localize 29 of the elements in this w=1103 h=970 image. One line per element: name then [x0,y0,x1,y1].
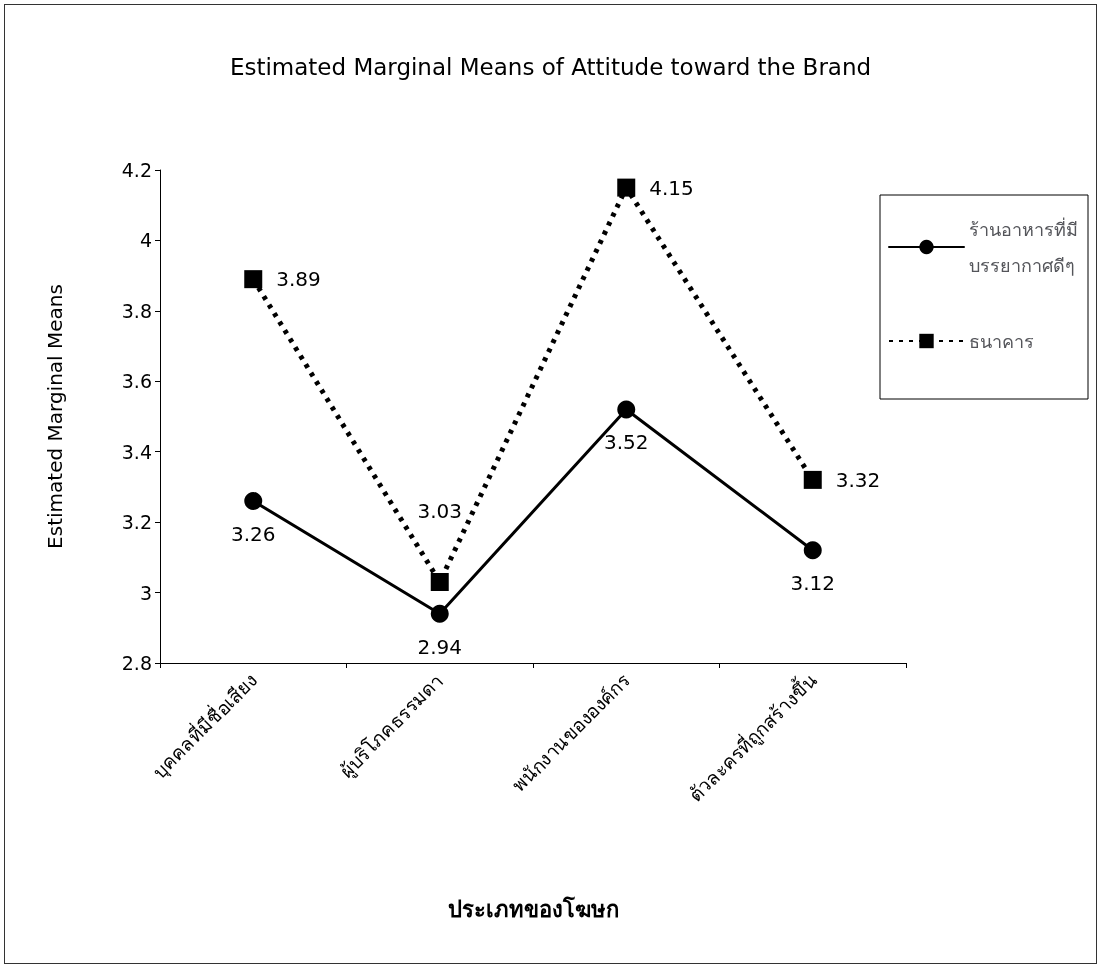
data-label: 2.94 [417,634,463,659]
data-label: 3.32 [835,467,881,492]
data-label: 3.89 [276,267,321,292]
y-tick-label: 3.6 [121,370,152,393]
point [430,573,449,592]
point [617,400,636,419]
point [617,178,636,197]
point [430,604,449,623]
point [244,492,263,511]
y-tick-label: 3 [139,581,152,604]
point [803,470,822,489]
y-tick-label: 3.4 [121,440,152,463]
chart-title: Estimated Marginal Means of Attitude toward the Brand [229,53,872,80]
y-tick-label: 4 [139,229,152,252]
y-tick-label: 4.2 [121,159,152,181]
y-tick-label: 2.8 [121,652,152,674]
legend-label: ธนาคาร [969,330,1034,352]
point [803,541,822,560]
point [244,270,263,289]
y-axis-title: Estimated Marginal Means [43,284,67,549]
y-tick-label: 3.8 [121,299,152,322]
data-label: 4.15 [649,175,694,200]
legend-label: ร้านอาหารที่มี บรรยากาศดีๆ [969,216,1078,276]
data-label: 3.52 [603,430,649,455]
data-label: 3.12 [790,571,836,596]
y-tick-label: 3.2 [121,511,152,534]
data-label: 3.03 [417,499,463,524]
data-label: 3.26 [230,522,276,547]
x-axis-title: ประเภทของโฆษก [447,895,619,922]
